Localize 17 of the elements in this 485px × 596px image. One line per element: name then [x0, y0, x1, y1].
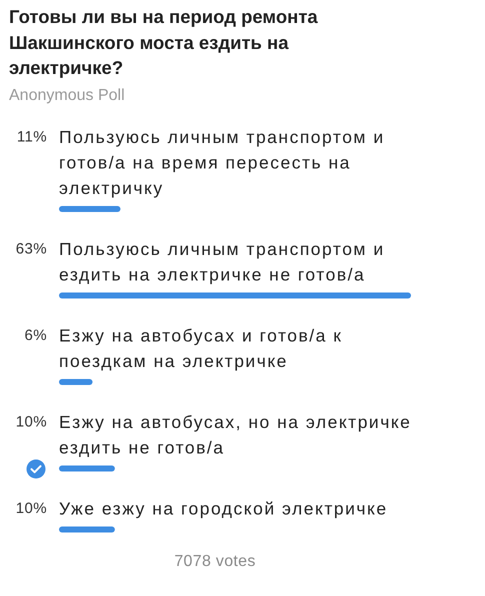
data-label: 10%: [16, 414, 47, 430]
y-tick-label: Пользуюсь личным транспортом и готов/а на время пересесть на электричку: [59, 127, 385, 198]
bar: [59, 466, 115, 472]
chart-subtitle: Anonymous Poll: [9, 86, 125, 106]
data-label: 11%: [16, 128, 47, 146]
data-label: 6%: [24, 327, 47, 344]
y-tick-label: Пользуюсь личным транспортом и ездить на электричке не готов/а: [59, 239, 385, 284]
y-tick-label: Уже езжу на городской электричке: [59, 498, 388, 518]
annotation: 7078 votes: [173, 552, 257, 572]
bar: [59, 206, 120, 212]
data-label: 10%: [16, 500, 47, 517]
data-label: 63%: [16, 240, 47, 258]
chart-title: Готовы ли вы на период ремонта Шакшинского моста ездить на электричке?: [9, 5, 319, 80]
bar: [59, 292, 411, 298]
y-tick-label: Езжу на автобусах и готов/а к поездкам на электричке: [59, 326, 342, 371]
bar: [59, 379, 93, 385]
y-tick-label: Езжу на автобусах, но на электричке ездить не готов/а: [59, 412, 412, 458]
